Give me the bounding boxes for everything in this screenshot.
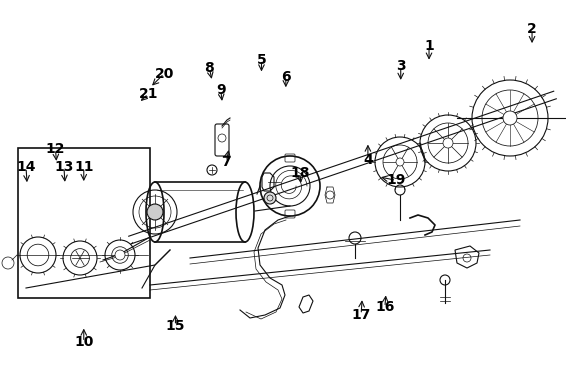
Text: 21: 21 [139,87,158,101]
Text: 9: 9 [216,83,226,97]
Text: 14: 14 [16,160,36,174]
Text: 3: 3 [396,59,406,73]
Text: 7: 7 [221,155,231,169]
Text: 1: 1 [424,39,434,53]
Text: 8: 8 [204,61,215,75]
Text: 20: 20 [155,67,174,81]
Text: 16: 16 [375,300,395,314]
Circle shape [115,250,125,260]
Circle shape [503,111,517,125]
Text: 4: 4 [363,153,373,167]
Text: 2: 2 [527,22,537,36]
Text: 18: 18 [290,166,310,180]
Text: 19: 19 [387,173,406,187]
Circle shape [396,158,404,166]
Text: 6: 6 [281,70,291,84]
Text: 5: 5 [256,53,267,67]
Bar [18,148,150,298]
Circle shape [443,138,453,148]
Text: 10: 10 [74,335,93,349]
Text: 11: 11 [74,160,93,174]
Text: 15: 15 [166,319,185,333]
Text: 17: 17 [351,308,371,322]
Text: 13: 13 [54,160,74,174]
Circle shape [264,192,276,204]
Text: 12: 12 [46,142,65,156]
Circle shape [147,204,163,220]
